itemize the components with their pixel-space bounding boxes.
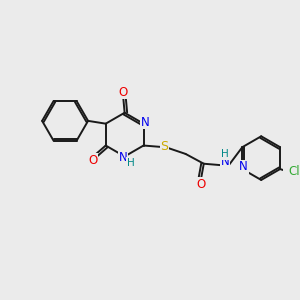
Text: O: O <box>118 85 128 98</box>
Text: Cl: Cl <box>288 165 300 178</box>
Text: H: H <box>221 149 229 160</box>
Text: N: N <box>220 155 229 168</box>
Text: N: N <box>141 116 149 129</box>
Text: O: O <box>88 154 98 166</box>
Text: N: N <box>239 160 248 173</box>
Text: S: S <box>160 140 169 153</box>
Text: N: N <box>119 151 128 164</box>
Text: O: O <box>196 178 206 191</box>
Text: H: H <box>127 158 135 168</box>
